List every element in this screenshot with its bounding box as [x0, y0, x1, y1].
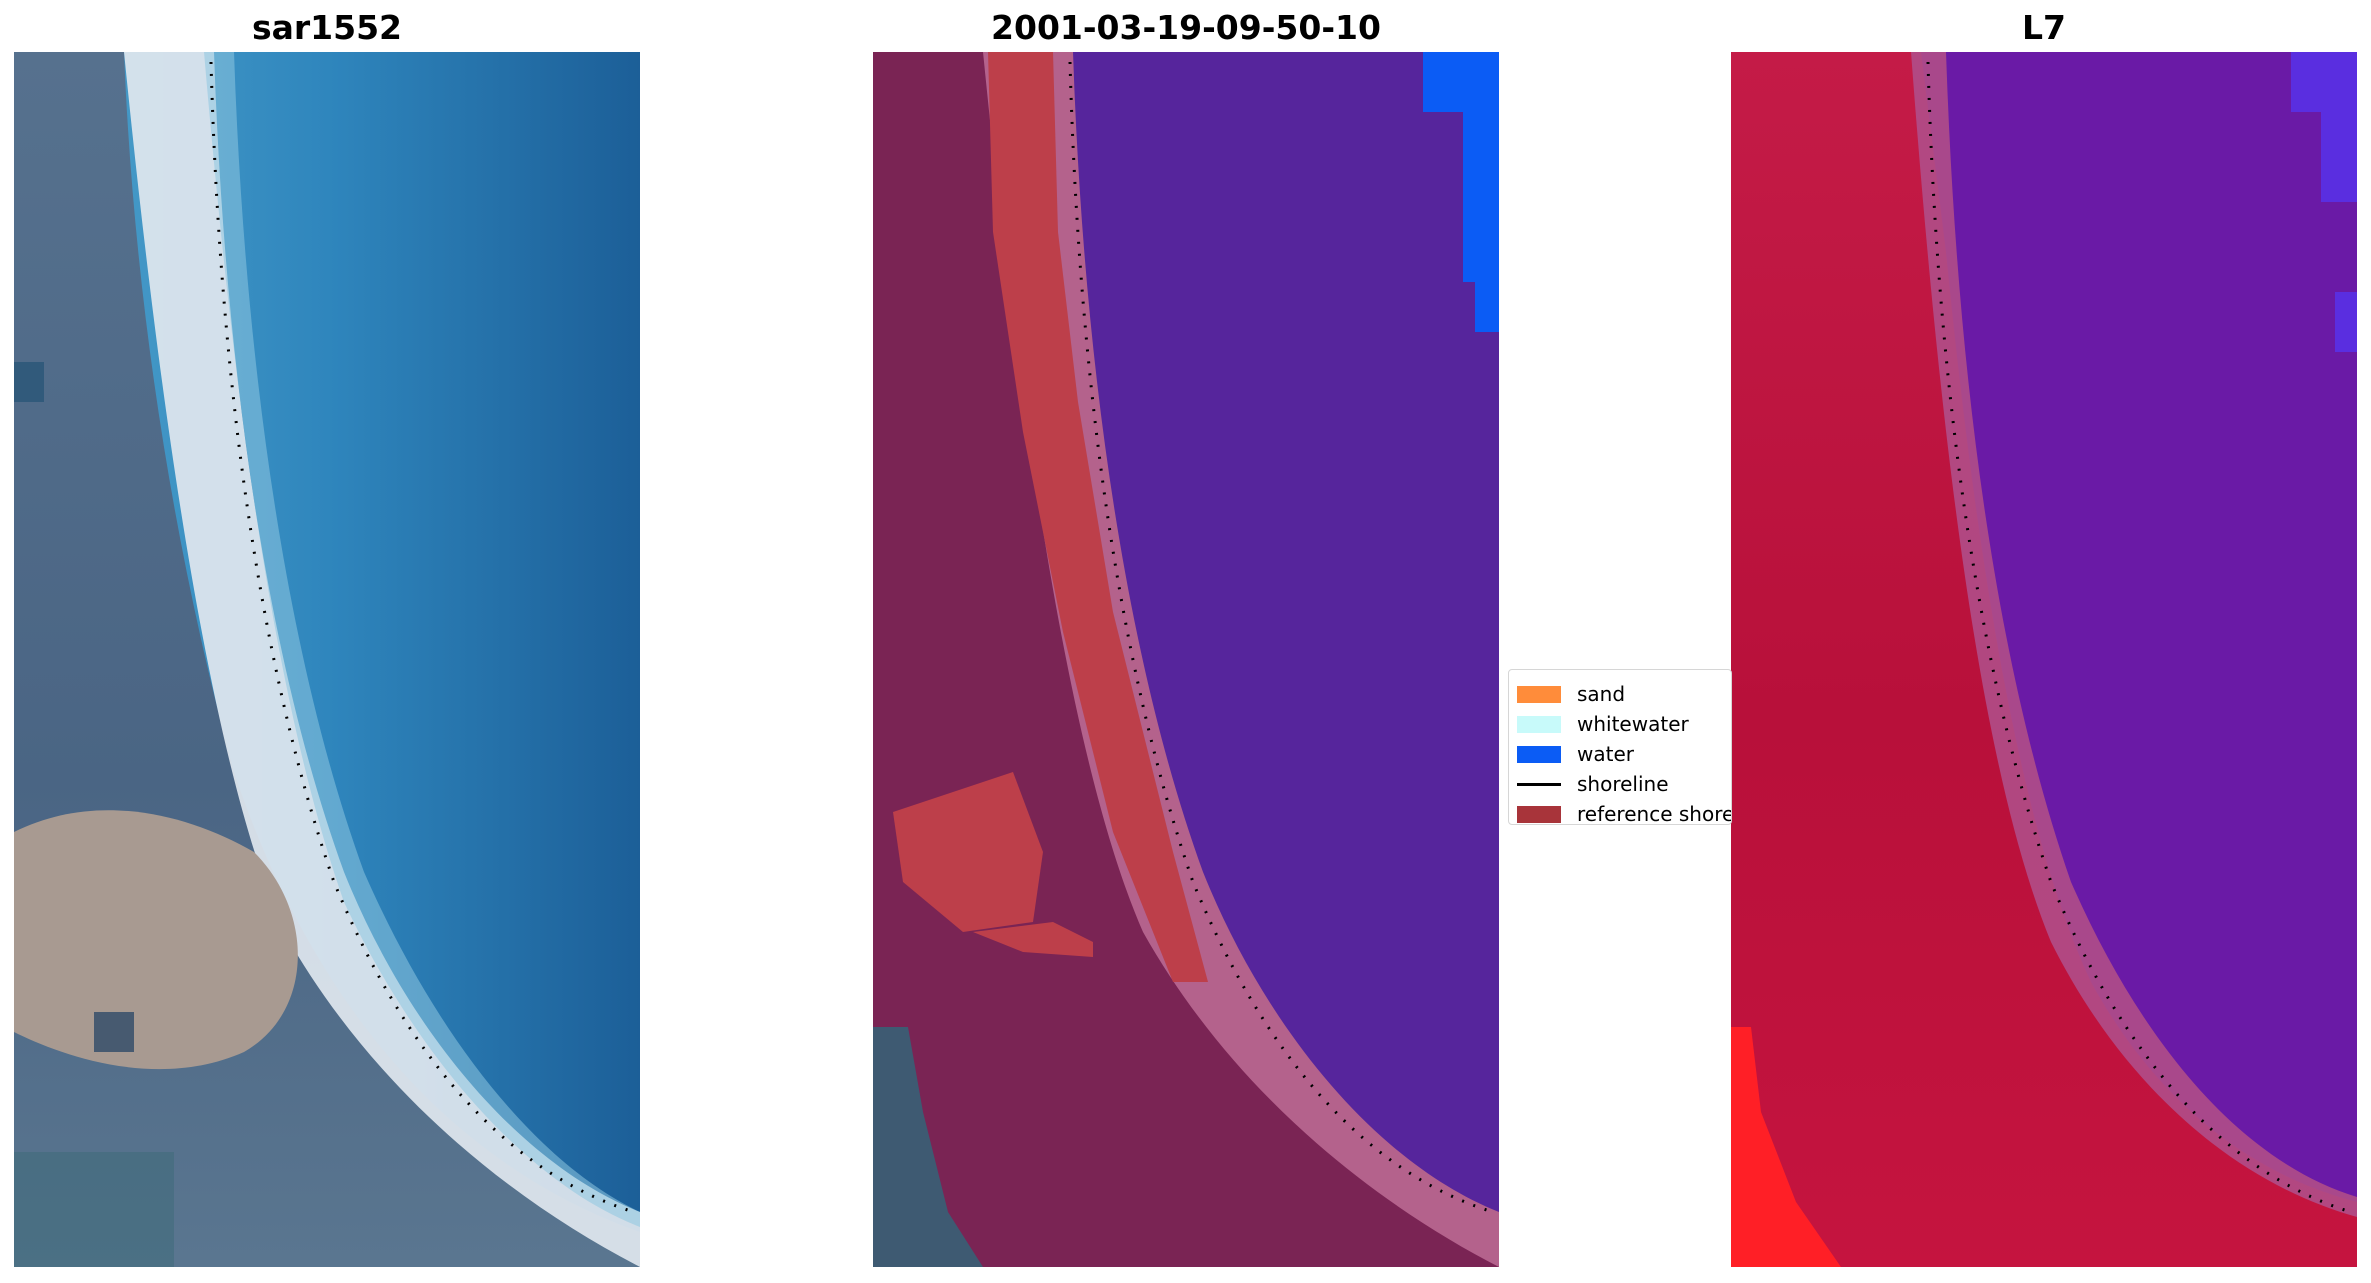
rgb-image-panel — [14, 52, 640, 1267]
panel-title-classification: 2001-03-19-09-50-10 — [991, 8, 1381, 47]
legend: sand whitewater water shoreline referenc… — [1508, 669, 1732, 825]
classification-panel — [873, 52, 1499, 1267]
panel-title-l7: L7 — [2022, 8, 2066, 47]
sand-swatch — [1517, 685, 1561, 703]
shoreline-line-swatch — [1517, 782, 1561, 786]
legend-item-reference-shore: reference shore — [1517, 800, 1732, 825]
legend-label: reference shore — [1577, 802, 1732, 825]
whitewater-swatch — [1517, 715, 1561, 733]
legend-label: whitewater — [1577, 712, 1689, 736]
l7-image — [1731, 52, 2357, 1267]
l7-panel — [1731, 52, 2357, 1267]
rgb-image — [14, 52, 640, 1267]
legend-label: shoreline — [1577, 772, 1669, 796]
legend-item-shoreline: shoreline — [1517, 770, 1669, 798]
classification-image — [873, 52, 1499, 1267]
legend-item-whitewater: whitewater — [1517, 710, 1689, 738]
legend-label: sand — [1577, 682, 1626, 706]
panel-title-rgb: sar1552 — [251, 8, 403, 47]
reference-shore-swatch — [1517, 805, 1561, 823]
water-swatch — [1517, 745, 1561, 763]
legend-label: water — [1577, 742, 1634, 766]
legend-item-sand: sand — [1517, 680, 1625, 708]
legend-item-water: water — [1517, 740, 1634, 768]
